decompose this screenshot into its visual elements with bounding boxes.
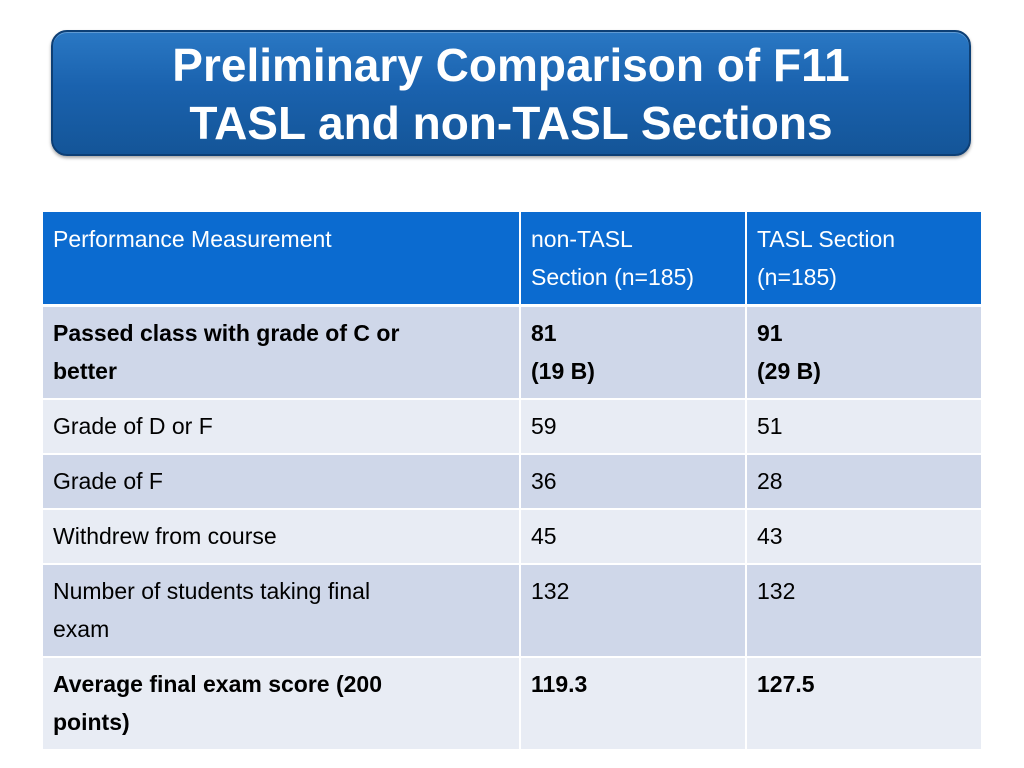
- cell-tasl: 127.5: [747, 658, 981, 751]
- cell-non-tasl: 81 (19 B): [521, 307, 747, 400]
- cell-text: 45: [531, 523, 557, 549]
- cell-text: 119.3: [531, 671, 588, 697]
- header-non-tasl-section: non-TASL Section (n=185): [521, 212, 747, 307]
- cell-text: 132: [531, 578, 570, 604]
- table-row-final-exam-takers: Number of students taking final exam 132…: [43, 565, 981, 658]
- table-row-grade-d-or-f: Grade of D or F 59 51: [43, 400, 981, 455]
- title-line-1: Preliminary Comparison of F11: [172, 39, 850, 91]
- slide-title: Preliminary Comparison of F11 TASL and n…: [172, 34, 849, 152]
- cell-non-tasl: 132: [521, 565, 747, 658]
- cell-tasl: 28: [747, 455, 981, 510]
- cell-text: points): [53, 709, 130, 735]
- cell-text: Number of students taking final: [53, 578, 371, 604]
- table-row-withdrew: Withdrew from course 45 43: [43, 510, 981, 565]
- cell-measure: Grade of F: [43, 455, 521, 510]
- cell-text: 51: [757, 413, 783, 439]
- cell-non-tasl: 59: [521, 400, 747, 455]
- cell-measure: Average final exam score (200 points): [43, 658, 521, 751]
- cell-measure: Withdrew from course: [43, 510, 521, 565]
- table-row-average-final-score: Average final exam score (200 points) 11…: [43, 658, 981, 751]
- cell-text: Passed class with grade of C or: [53, 320, 400, 346]
- cell-text: 127.5: [757, 671, 815, 697]
- cell-measure: Passed class with grade of C or better: [43, 307, 521, 400]
- header-performance-measurement: Performance Measurement: [43, 212, 521, 307]
- cell-text: (29 B): [757, 358, 821, 384]
- header-tasl-line-2: (n=185): [757, 264, 837, 290]
- cell-text: Grade of F: [53, 468, 163, 494]
- header-non-tasl-line-1: non-TASL: [531, 226, 633, 252]
- cell-text: 43: [757, 523, 783, 549]
- cell-tasl: 132: [747, 565, 981, 658]
- cell-non-tasl: 45: [521, 510, 747, 565]
- cell-non-tasl: 36: [521, 455, 747, 510]
- cell-text: 59: [531, 413, 557, 439]
- cell-text: Average final exam score (200: [53, 671, 382, 697]
- table-header-row: Performance Measurement non-TASL Section…: [43, 212, 981, 307]
- cell-text: Grade of D or F: [53, 413, 213, 439]
- cell-tasl: 91 (29 B): [747, 307, 981, 400]
- cell-text: exam: [53, 616, 110, 642]
- header-tasl-section: TASL Section (n=185): [747, 212, 981, 307]
- title-banner: Preliminary Comparison of F11 TASL and n…: [51, 30, 971, 156]
- cell-text: 28: [757, 468, 783, 494]
- cell-measure: Grade of D or F: [43, 400, 521, 455]
- cell-text: 91: [757, 320, 783, 346]
- table-row-grade-f: Grade of F 36 28: [43, 455, 981, 510]
- performance-table: Performance Measurement non-TASL Section…: [43, 212, 981, 751]
- header-non-tasl-line-2: Section (n=185): [531, 264, 695, 290]
- cell-measure: Number of students taking final exam: [43, 565, 521, 658]
- cell-text: Withdrew from course: [53, 523, 277, 549]
- header-measure-label: Performance Measurement: [53, 226, 332, 252]
- table-row-passed-c: Passed class with grade of C or better 8…: [43, 307, 981, 400]
- header-tasl-line-1: TASL Section: [757, 226, 896, 252]
- cell-text: 81: [531, 320, 557, 346]
- cell-text: better: [53, 358, 117, 384]
- cell-text: (19 B): [531, 358, 595, 384]
- cell-tasl: 51: [747, 400, 981, 455]
- cell-non-tasl: 119.3: [521, 658, 747, 751]
- cell-text: 132: [757, 578, 796, 604]
- title-line-2: TASL and non-TASL Sections: [189, 97, 833, 149]
- cell-text: 36: [531, 468, 557, 494]
- cell-tasl: 43: [747, 510, 981, 565]
